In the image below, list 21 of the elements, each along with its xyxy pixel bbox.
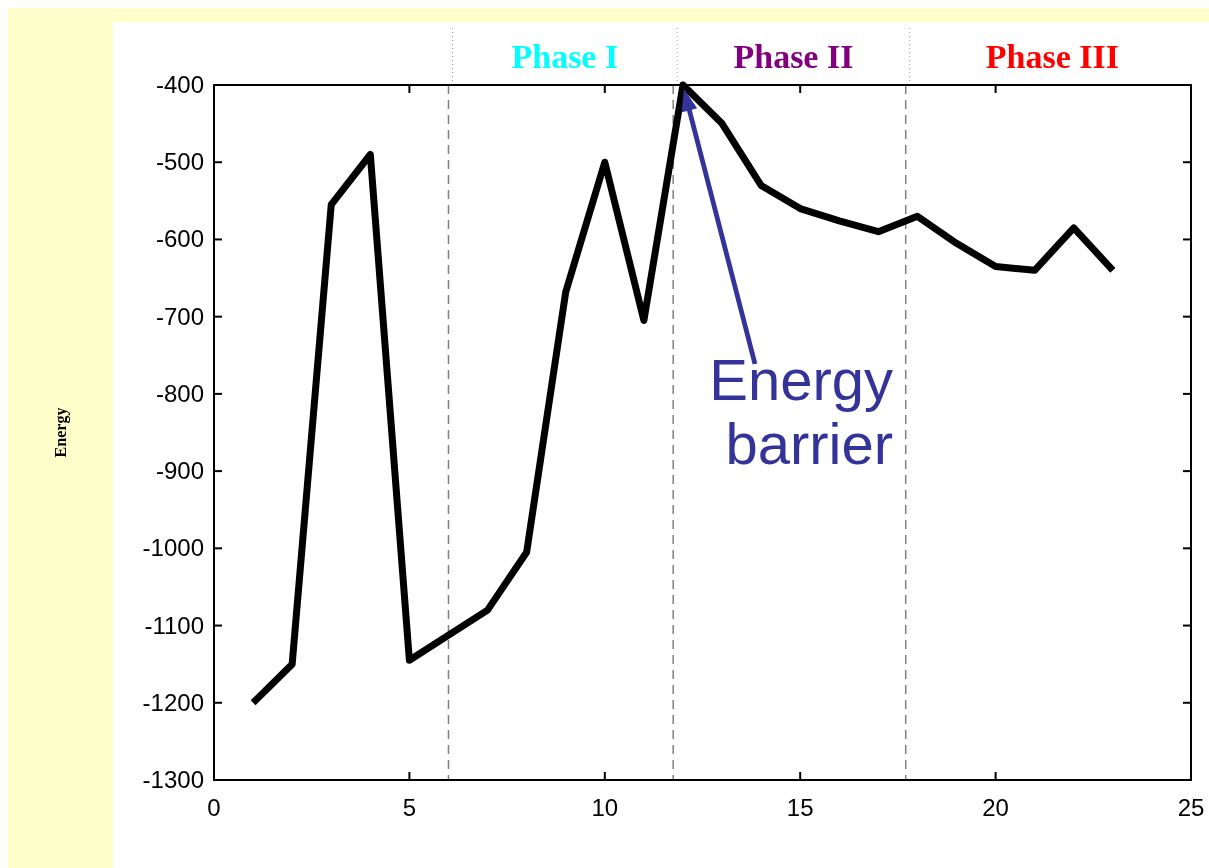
x-tick-label: 15	[786, 794, 814, 821]
y-tick-label: -500	[155, 148, 204, 176]
x-tick-label: 0	[207, 794, 221, 821]
y-tick-label: -400	[155, 71, 204, 98]
text: Phase III	[985, 38, 1119, 75]
x-tick-label: 25	[1177, 794, 1205, 821]
y-tick-label: -1000	[142, 534, 204, 562]
y-tick-label: -1300	[142, 766, 204, 793]
y-axis-title: Energy	[52, 407, 70, 458]
y-tick-label: -1100	[144, 611, 204, 639]
text: Phase II	[733, 38, 854, 75]
y-tick-label: -900	[155, 457, 204, 485]
y-tick-label: -1200	[142, 688, 204, 716]
y-tick-label: -800	[155, 379, 204, 407]
x-tick-label: 10	[591, 794, 619, 821]
text: Phase I	[511, 38, 619, 75]
x-tick-label: 5	[402, 794, 417, 821]
y-tick-label: -700	[155, 302, 204, 330]
y-tick-label: -600	[155, 225, 204, 253]
x-tick-label: 20	[982, 794, 1009, 821]
annotation: Energy barrier	[709, 347, 893, 476]
